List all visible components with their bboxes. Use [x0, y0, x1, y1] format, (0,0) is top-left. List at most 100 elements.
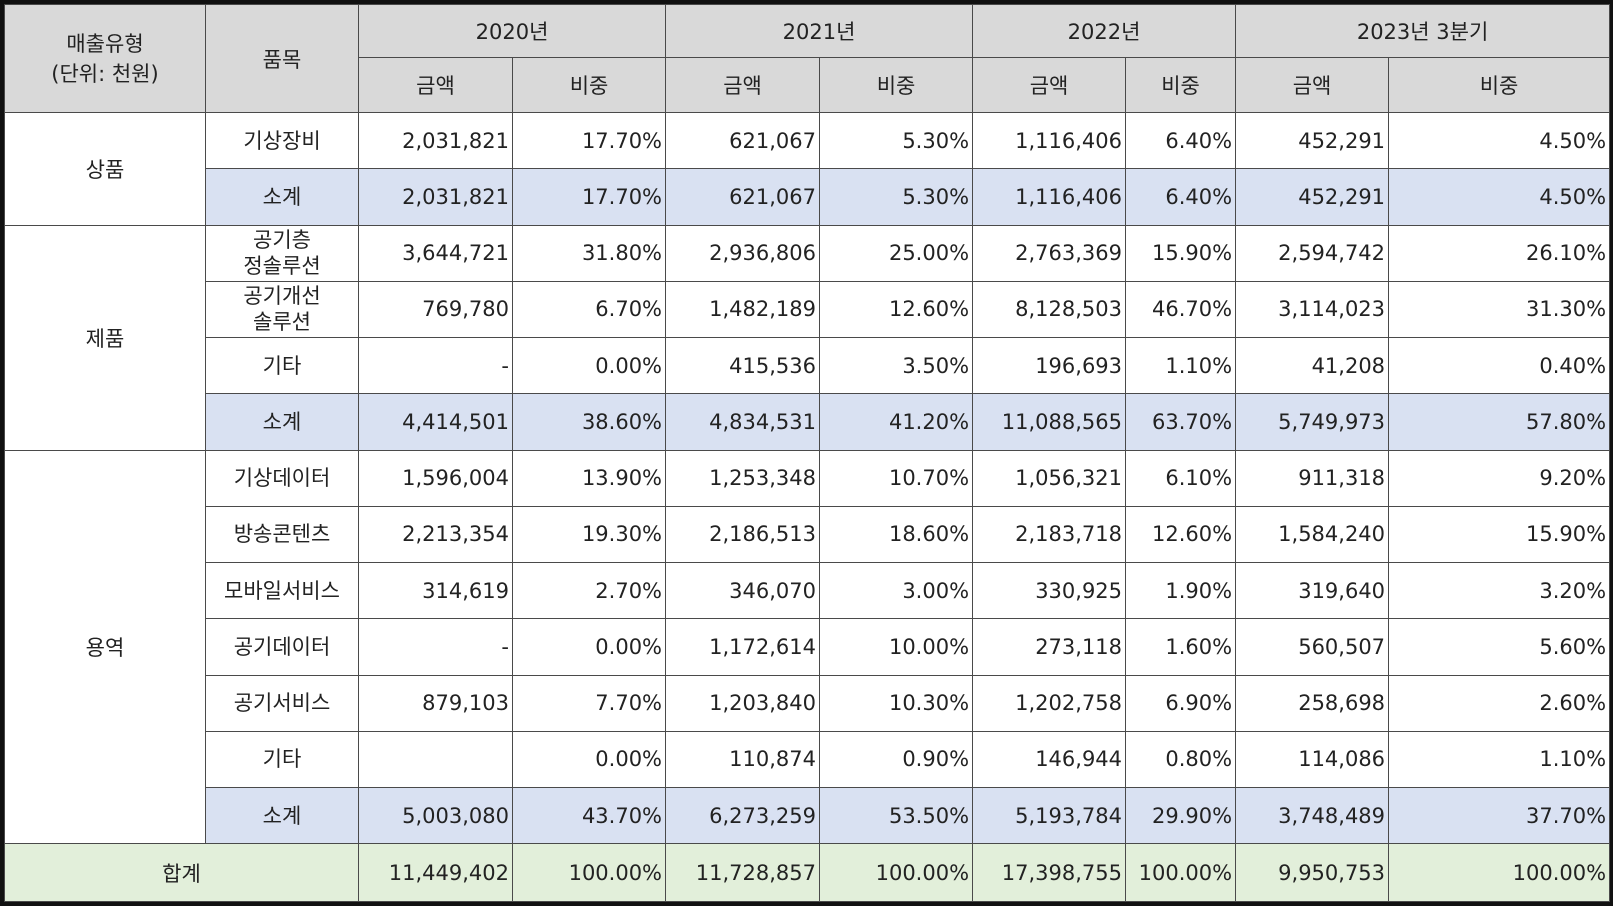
amount-cell: 1,584,240	[1235, 505, 1390, 564]
amount-cell: 146,944	[972, 730, 1127, 789]
total-amount-cell: 17,398,755	[972, 843, 1127, 902]
amount-cell: 114,086	[1235, 730, 1390, 789]
amount-cell: -	[358, 618, 513, 676]
ratio-cell: 19.30%	[511, 505, 667, 564]
amount-cell: 5,003,080	[358, 786, 513, 845]
sales-breakdown-table: 매출유형 (단위: 천원) 품목 2020년 2021년 2022년 2023년…	[4, 4, 1611, 902]
header-amount: 금액	[972, 57, 1127, 113]
ratio-cell: 12.60%	[819, 280, 974, 339]
ratio-cell: 0.00%	[511, 336, 667, 395]
header-year-2020: 2020년	[357, 4, 667, 58]
total-label: 합계	[4, 843, 359, 902]
item-cell: 기상장비	[205, 111, 359, 170]
header-year-2023q3: 2023년 3분기	[1235, 4, 1611, 58]
item-cell: 기상데이터	[205, 449, 359, 507]
item-label-line: 공기서비스	[233, 691, 331, 716]
ratio-cell: 46.70%	[1125, 280, 1237, 339]
ratio-cell: 15.90%	[1125, 224, 1237, 282]
ratio-cell: 6.40%	[1125, 111, 1237, 170]
item-label-line: 기상데이터	[233, 466, 331, 491]
ratio-cell: 5.30%	[819, 168, 974, 226]
ratio-cell: 31.30%	[1388, 280, 1611, 339]
header-sales-type: 매출유형 (단위: 천원)	[4, 4, 206, 113]
ratio-cell: 6.70%	[511, 280, 667, 339]
ratio-cell: 6.10%	[1125, 449, 1237, 507]
total-ratio-cell: 100.00%	[1388, 843, 1611, 902]
ratio-cell: 0.90%	[819, 730, 974, 789]
ratio-cell: 26.10%	[1388, 224, 1611, 282]
amount-cell: 6,273,259	[665, 786, 821, 845]
amount-cell: 273,118	[972, 618, 1127, 676]
amount-cell: 2,936,806	[665, 224, 821, 282]
item-label-line: 기타	[262, 747, 302, 772]
amount-cell: 2,594,742	[1235, 224, 1390, 282]
ratio-cell: 29.90%	[1125, 786, 1237, 845]
amount-cell: 560,507	[1235, 618, 1390, 676]
amount-cell: 5,193,784	[972, 786, 1127, 845]
ratio-cell: 15.90%	[1388, 505, 1611, 564]
table-row: 공기서비스 879,103 7.70% 1,203,840 10.30% 1,202,75…	[5, 674, 1611, 732]
ratio-cell: 10.00%	[819, 618, 974, 676]
total-ratio-cell: 100.00%	[511, 843, 667, 902]
ratio-cell: 7.70%	[511, 674, 667, 732]
subtotal-row: 소계 2,031,821 17.70% 621,067 5.30% 1,116,406 6.…	[5, 168, 1611, 226]
amount-cell: 3,114,023	[1235, 280, 1390, 339]
ratio-cell: 1.60%	[1125, 618, 1237, 676]
ratio-cell: 3.50%	[819, 336, 974, 395]
amount-cell: 1,116,406	[972, 168, 1127, 226]
amount-cell: 769,780	[358, 280, 513, 339]
item-cell: 방송콘텐츠	[205, 505, 359, 564]
ratio-cell: 6.90%	[1125, 674, 1237, 732]
amount-cell: 346,070	[665, 561, 821, 620]
table-row: 기타 0.00% 110,874 0.90% 146,944 0.80% 114,086 1.…	[5, 730, 1611, 789]
subtotal-label: 소계	[205, 168, 359, 226]
ratio-cell: 3.20%	[1388, 561, 1611, 620]
amount-cell: 452,291	[1235, 168, 1390, 226]
ratio-cell: 43.70%	[511, 786, 667, 845]
amount-cell: 1,116,406	[972, 111, 1127, 170]
amount-cell: 4,834,531	[665, 393, 821, 451]
table-row: 모바일서비스 314,619 2.70% 346,070 3.00% 330,925 1.9…	[5, 561, 1611, 620]
amount-cell: 621,067	[665, 168, 821, 226]
header-amount: 금액	[1235, 57, 1390, 113]
amount-cell: 1,253,348	[665, 449, 821, 507]
ratio-cell: 17.70%	[511, 168, 667, 226]
header-ratio: 비중	[511, 57, 667, 113]
table-row: 공기데이터 -0.00% 1,172,614 10.00% 273,118 1.60% 56…	[5, 618, 1611, 676]
amount-cell: 8,128,503	[972, 280, 1127, 339]
item-label-line: 공기층	[253, 228, 311, 253]
item-cell: 공기데이터	[205, 618, 359, 676]
amount-cell: 110,874	[665, 730, 821, 789]
amount-cell: 258,698	[1235, 674, 1390, 732]
amount-cell: 1,202,758	[972, 674, 1127, 732]
header-sales-type-line1: 매출유형	[66, 31, 144, 56]
amount-cell: 1,596,004	[358, 449, 513, 507]
total-amount-cell: 11,449,402	[358, 843, 513, 902]
ratio-cell: 1.90%	[1125, 561, 1237, 620]
table-row: 기타 -0.00% 415,536 3.50% 196,693 1.10% 41,208 0.…	[5, 336, 1611, 395]
ratio-cell: 10.70%	[819, 449, 974, 507]
amount-cell: 1,056,321	[972, 449, 1127, 507]
ratio-cell: 37.70%	[1388, 786, 1611, 845]
amount-cell: 330,925	[972, 561, 1127, 620]
ratio-cell: 13.90%	[511, 449, 667, 507]
subtotal-row: 소계 5,003,080 43.70% 6,273,259 53.50% 5,193,78…	[5, 786, 1611, 845]
ratio-cell: 0.40%	[1388, 336, 1611, 395]
amount-cell: 2,183,718	[972, 505, 1127, 564]
ratio-cell: 10.30%	[819, 674, 974, 732]
header-amount: 금액	[358, 57, 513, 113]
ratio-cell: 63.70%	[1125, 393, 1237, 451]
amount-cell: 11,088,565	[972, 393, 1127, 451]
item-label-line: 정솔루션	[243, 254, 321, 279]
item-label-line: 기상장비	[243, 128, 321, 153]
amount-cell: 2,186,513	[665, 505, 821, 564]
item-cell: 모바일서비스	[205, 561, 359, 620]
amount-cell: -	[358, 336, 513, 395]
table-body: 상품 기상장비 2,031,821 17.70% 621,067 5.30% 1,116,4…	[4, 111, 1611, 902]
item-cell: 기타	[205, 336, 359, 395]
amount-cell: 5,749,973	[1235, 393, 1390, 451]
item-label-line: 공기데이터	[233, 634, 331, 659]
ratio-cell: 0.00%	[511, 618, 667, 676]
category-cell: 상품	[4, 112, 206, 226]
